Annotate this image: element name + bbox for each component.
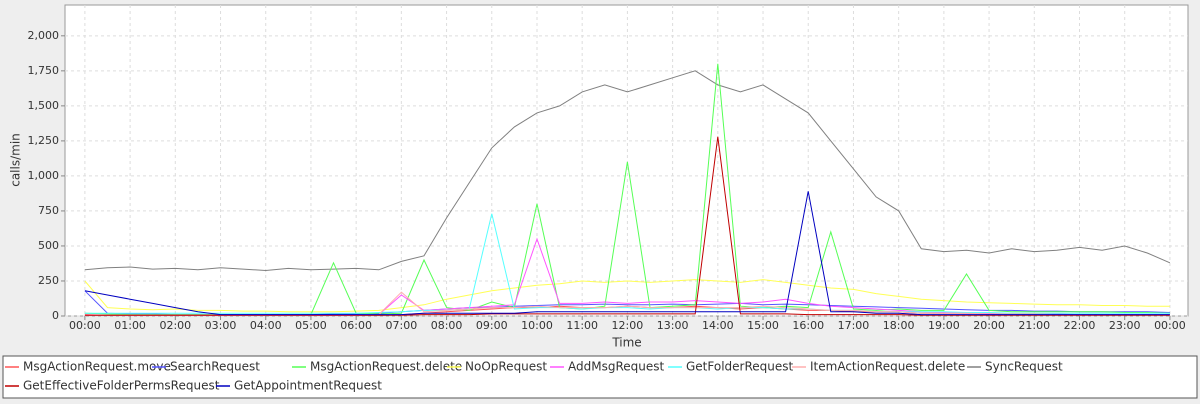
x-tick-label: 22:00: [1064, 319, 1096, 332]
legend-label: MsgActionRequest.move: [23, 360, 171, 374]
x-tick-label: 13:00: [657, 319, 689, 332]
x-tick-label: 01:00: [114, 319, 146, 332]
legend-label: NoOpRequest: [465, 360, 547, 374]
x-tick-label: 11:00: [566, 319, 598, 332]
y-tick-label: 0: [52, 309, 59, 322]
legend-label: GetEffectiveFolderPermsRequest: [23, 379, 220, 393]
x-tick-label: 00:00: [1154, 319, 1186, 332]
legend-label: AddMsgRequest: [568, 360, 664, 374]
x-tick-label: 03:00: [205, 319, 237, 332]
x-tick-label: 18:00: [883, 319, 915, 332]
x-tick-label: 15:00: [747, 319, 779, 332]
x-tick-label: 16:00: [792, 319, 824, 332]
x-tick-label: 12:00: [612, 319, 644, 332]
plot-area: [64, 4, 1189, 317]
x-tick-label: 08:00: [431, 319, 463, 332]
series-line: [84, 70, 1171, 272]
y-tick-label: 250: [38, 274, 59, 287]
x-axis-label: Time: [611, 336, 641, 350]
legend: [2, 355, 1198, 399]
legend-label: GetAppointmentRequest: [234, 379, 382, 393]
series-line: [84, 279, 1170, 313]
x-tick-label: 21:00: [1018, 319, 1050, 332]
x-tick-label: 20:00: [973, 319, 1005, 332]
x-tick-label: 23:00: [1109, 319, 1141, 332]
x-tick-label: 05:00: [295, 319, 327, 332]
series-line: [84, 136, 1170, 316]
x-tick-label: 10:00: [521, 319, 553, 332]
x-tick-label: 07:00: [386, 319, 418, 332]
x-tick-label: 09:00: [476, 319, 508, 332]
y-tick-label: 1,000: [28, 169, 60, 182]
legend-label: SearchRequest: [170, 360, 260, 374]
series-line: [84, 191, 1170, 316]
series-line: [84, 213, 1170, 314]
y-tick-label: 1,250: [28, 134, 60, 147]
legend-label: SyncRequest: [985, 360, 1063, 374]
y-tick-label: 1,750: [28, 64, 60, 77]
x-tick-label: 19:00: [928, 319, 960, 332]
y-tick-label: 750: [38, 204, 59, 217]
x-tick-label: 17:00: [838, 319, 870, 332]
y-tick-label: 500: [38, 239, 59, 252]
x-tick-label: 00:00: [69, 319, 101, 332]
x-tick-label: 14:00: [702, 319, 734, 332]
y-tick-label: 2,000: [28, 29, 60, 42]
legend-label: MsgActionRequest.delete: [310, 360, 462, 374]
legend-label: ItemActionRequest.delete: [810, 360, 965, 374]
y-tick-label: 1,500: [28, 99, 60, 112]
y-axis-label: calls/min: [9, 133, 23, 187]
x-tick-label: 02:00: [159, 319, 191, 332]
legend-label: GetFolderRequest: [686, 360, 794, 374]
x-tick-label: 06:00: [340, 319, 372, 332]
x-tick-label: 04:00: [250, 319, 282, 332]
